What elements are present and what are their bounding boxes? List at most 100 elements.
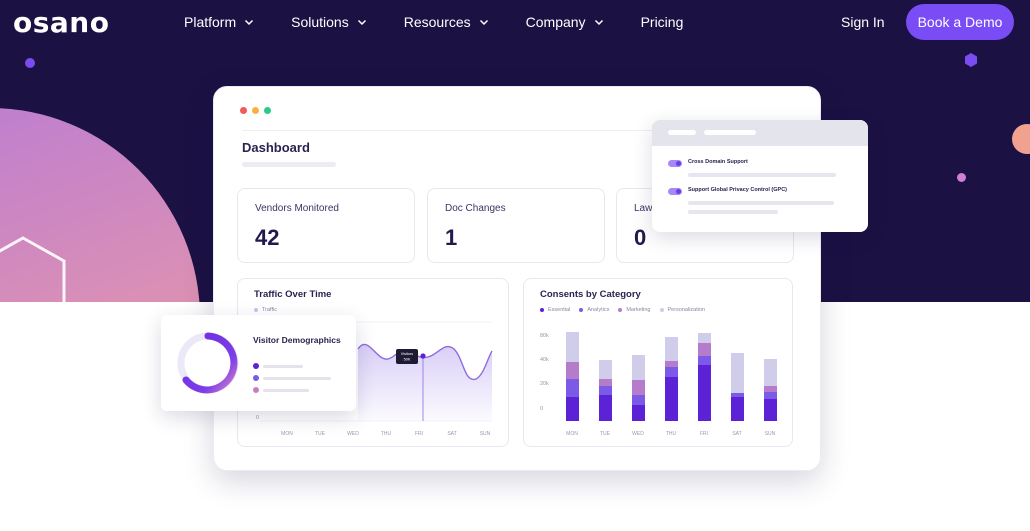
- bar-segment: [764, 392, 777, 399]
- placeholder-bar: [242, 162, 336, 167]
- cross-domain-toggle[interactable]: [668, 160, 682, 167]
- bar-segment: [632, 395, 645, 405]
- hexagon-outline-decoration: [0, 236, 66, 302]
- bar-segment: [632, 355, 645, 380]
- bar-segment: [566, 379, 579, 397]
- x-tick: THU: [666, 431, 677, 437]
- consents-by-category-panel: Consents by Category Essential Analytics…: [523, 278, 793, 447]
- placeholder-bar: [263, 364, 303, 368]
- osano-logo[interactable]: osano: [13, 6, 110, 39]
- traffic-area: [358, 344, 492, 421]
- x-tick: MON: [281, 431, 293, 437]
- traffic-line: [357, 343, 493, 380]
- legend-item: Marketing: [618, 307, 651, 313]
- consents-stacked-bar-chart: 80k 40k 20k 0 MON TUE WED THU FRI SAT SUN: [540, 332, 777, 437]
- stat-card-vendors[interactable]: Vendors Monitored 42: [237, 188, 415, 263]
- bar-segment: [764, 386, 777, 392]
- nav-item-resources[interactable]: Resources: [404, 14, 489, 30]
- nav-item-label: Platform: [184, 14, 237, 30]
- x-tick: FRI: [415, 431, 423, 437]
- small-hexagon-decoration: [965, 53, 977, 67]
- legend-swatch: [659, 308, 664, 312]
- book-demo-button[interactable]: Book a Demo: [906, 4, 1014, 40]
- bar-segment: [731, 397, 744, 421]
- setting-label: Support Global Privacy Control (GPC): [688, 187, 788, 193]
- bar-segment: [566, 332, 579, 362]
- legend-label: Traffic: [262, 307, 277, 313]
- bar-segment: [731, 393, 744, 397]
- x-tick: TUE: [315, 431, 326, 437]
- stat-label: Vendors Monitored: [255, 203, 339, 214]
- tooltip-label: Visitors: [401, 352, 413, 356]
- legend-item: Traffic: [254, 307, 277, 313]
- chevron-down-icon: [594, 19, 603, 26]
- nav-menu: Platform Solutions Resources Company Pri…: [184, 0, 720, 44]
- stat-label: Laws: [634, 203, 658, 214]
- setting-label: Cross Domain Support: [688, 159, 748, 165]
- stat-card-doc-changes[interactable]: Doc Changes 1: [427, 188, 605, 263]
- nav-item-platform[interactable]: Platform: [184, 14, 254, 30]
- y-tick: 20k: [540, 381, 549, 387]
- sign-in-link[interactable]: Sign In: [841, 14, 885, 30]
- legend-label: Marketing: [626, 307, 651, 313]
- chevron-down-icon: [357, 19, 366, 26]
- bar-segment: [698, 356, 711, 365]
- legend-swatch: [579, 308, 584, 312]
- legend-dot: [253, 375, 259, 381]
- x-axis-labels: MON TUE WED THU FRI SAT SUN: [566, 431, 776, 437]
- x-tick: WED: [632, 431, 644, 437]
- dashboard-title: Dashboard: [242, 140, 310, 155]
- stat-value: 42: [255, 225, 280, 250]
- x-tick: SAT: [732, 431, 741, 437]
- donut-chart-icon: [177, 332, 239, 394]
- bar-segment: [599, 395, 612, 421]
- bar-segment: [764, 399, 777, 421]
- orange-dot-decoration: [1012, 124, 1030, 154]
- divider: [242, 130, 792, 131]
- nav-item-label: Resources: [403, 14, 471, 30]
- panel-title: Traffic Over Time: [254, 289, 332, 300]
- placeholder-bar: [263, 388, 309, 392]
- minimize-dot-icon: [252, 107, 259, 114]
- legend-swatch: [540, 308, 544, 312]
- chart-legend: Essential Analytics Marketing Personaliz…: [540, 307, 705, 313]
- privacy-settings-card: Cross Domain Support Support Global Priv…: [652, 120, 868, 232]
- placeholder-bar: [688, 173, 836, 177]
- nav-item-company[interactable]: Company: [526, 14, 604, 30]
- chart-legend: Traffic: [254, 307, 277, 313]
- gpc-toggle[interactable]: [668, 188, 682, 195]
- placeholder-bar: [688, 201, 834, 205]
- bar-segment: [665, 361, 678, 367]
- legend-item: Essential: [540, 307, 570, 313]
- window-controls: [240, 107, 271, 114]
- bar-segment: [665, 377, 678, 421]
- bar-segment: [566, 397, 579, 421]
- x-tick: MON: [566, 431, 578, 437]
- placeholder-bar: [688, 210, 778, 214]
- bar-segment: [599, 379, 612, 386]
- x-tick: SAT: [447, 431, 456, 437]
- hover-point[interactable]: [420, 353, 426, 359]
- placeholder-bar: [668, 130, 696, 135]
- top-navigation: osano Platform Solutions Resources Compa…: [0, 0, 1030, 44]
- card-title: Visitor Demographics: [253, 335, 341, 345]
- nav-item-pricing[interactable]: Pricing: [641, 14, 684, 30]
- y-tick: 80k: [540, 333, 549, 339]
- bar-segment: [599, 386, 612, 395]
- nav-item-solutions[interactable]: Solutions: [291, 14, 367, 30]
- legend-swatch: [618, 308, 623, 312]
- bar-segment: [665, 337, 678, 361]
- stat-value: 1: [445, 225, 458, 250]
- placeholder-bar: [263, 376, 331, 380]
- purple-dot-decoration: [25, 58, 35, 68]
- chevron-down-icon: [245, 19, 254, 26]
- x-tick: WED: [347, 431, 359, 437]
- settings-card-header: [652, 120, 868, 146]
- stat-value: 0: [634, 225, 647, 250]
- bar-segment: [599, 360, 612, 379]
- legend-swatch: [254, 308, 258, 312]
- x-axis-labels: MON TUE WED THU FRI SAT SUN: [281, 431, 491, 437]
- y-tick: 40k: [540, 357, 549, 363]
- legend-label: Essential: [548, 307, 571, 313]
- placeholder-bar: [704, 130, 756, 135]
